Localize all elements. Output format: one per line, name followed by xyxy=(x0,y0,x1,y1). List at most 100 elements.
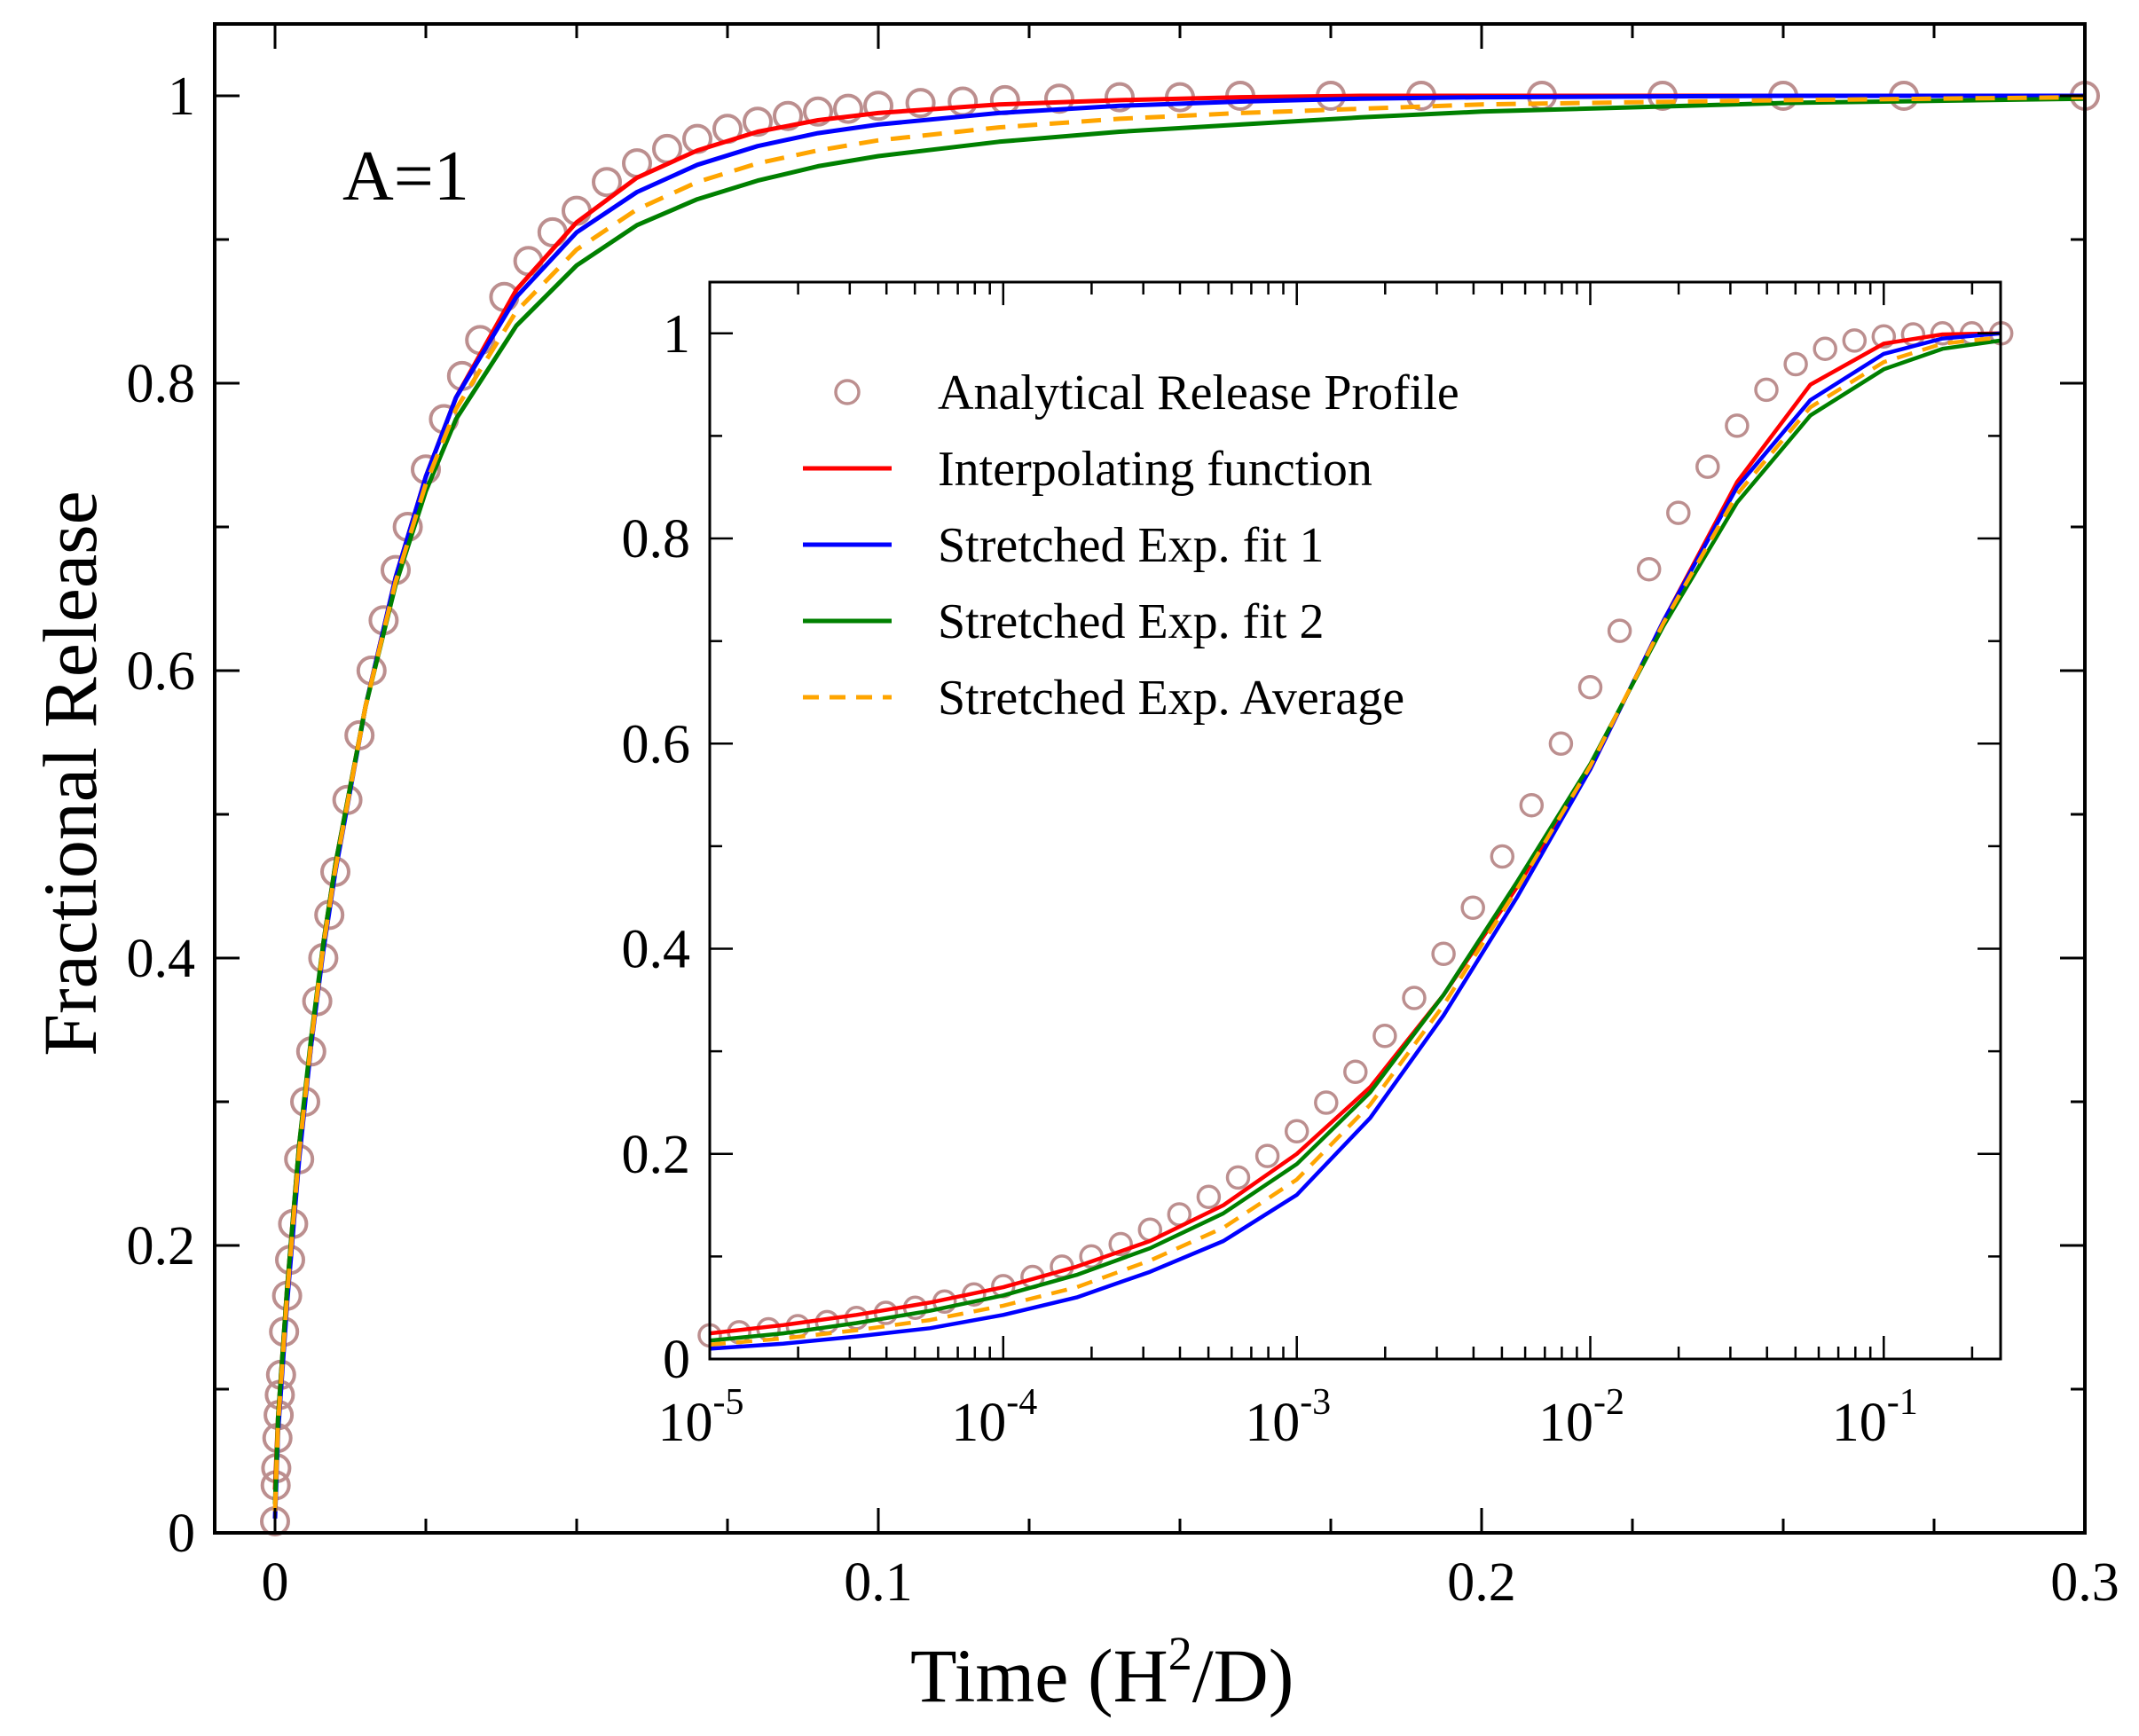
inset-analytical-marker xyxy=(1225,1165,1251,1190)
main-analytical-marker xyxy=(513,246,544,277)
main-tick-labels: 0 0.1 0.2 0.3 0 0.2 0.4 0.6 0.8 1 xyxy=(127,67,2119,1613)
main-y-tick-label: 0.6 xyxy=(127,641,196,702)
inset-plot: 10-5 10-4 10-3 10-2 10-100.20.40.60.81 Analy… xyxy=(622,280,2014,1453)
main-analytical-marker xyxy=(1105,82,1135,113)
inset-analytical-marker xyxy=(1402,986,1427,1010)
inset-analytical-marker xyxy=(1725,413,1750,438)
inset-y-tick-label: 0.6 xyxy=(622,714,691,774)
inset-x-tick-label-exponent: -1 xyxy=(1887,1382,1918,1423)
inset-x-tick-label-exponent: -5 xyxy=(713,1382,744,1423)
main-analytical-marker xyxy=(773,100,803,131)
legend-swatch-analytical xyxy=(834,379,861,405)
inset-x-tick-label-exponent: -2 xyxy=(1593,1382,1624,1423)
main-analytical-marker xyxy=(743,106,773,137)
main-analytical-marker xyxy=(803,96,833,127)
main-y-tick-label: 0.2 xyxy=(127,1216,196,1276)
inset-y-tick-label: 0 xyxy=(663,1330,690,1390)
legend-label-fit1: Stretched Exp. fit 1 xyxy=(938,518,1324,573)
inset-x-tick-label-base: 10 xyxy=(951,1393,1006,1453)
main-analytical-marker xyxy=(863,90,893,122)
inset-analytical-marker xyxy=(1813,336,1837,361)
x-axis-title-tail: /D) xyxy=(1192,1633,1294,1718)
inset-analytical-marker xyxy=(1284,1119,1309,1144)
main-frame xyxy=(213,22,2087,1535)
main-analytical-marker xyxy=(1044,83,1074,114)
inset-analytical-marker xyxy=(1577,674,1603,700)
inset-analytical-marker xyxy=(1695,454,1720,479)
inset-analytical-marker xyxy=(1343,1059,1368,1085)
main-y-tick-label: 1 xyxy=(168,67,195,127)
inset-x-tick-label-base: 10 xyxy=(658,1393,713,1453)
inset-analytical-marker xyxy=(1431,941,1456,967)
inset-analytical-marker xyxy=(1314,1090,1339,1115)
main-x-tick-label: 0.3 xyxy=(2050,1552,2119,1613)
main-y-tick-label: 0.8 xyxy=(127,354,196,414)
inset-y-tick-label: 1 xyxy=(663,304,690,365)
inset-x-tick-label-exponent: -3 xyxy=(1300,1382,1331,1423)
legend-entry-fit2: Stretched Exp. fit 2 xyxy=(803,594,1324,649)
legend-label-analytical: Analytical Release Profile xyxy=(938,365,1459,420)
inset-analytical-marker xyxy=(1636,556,1662,582)
inset-analytical-marker xyxy=(1519,792,1545,818)
main-fit-lines xyxy=(272,93,2086,1519)
y-axis-title: Fractional Release xyxy=(28,491,113,1057)
inset-x-tick-label: 10-2 xyxy=(1538,1382,1624,1453)
inset-frame xyxy=(708,280,2002,1361)
inset-line-fit1 xyxy=(709,331,2001,1351)
inset-analytical-marker xyxy=(1108,1231,1133,1257)
inset-y-tick-label: 0.4 xyxy=(622,920,691,980)
inset-y-tick-label: 0.8 xyxy=(622,509,691,570)
inset-analytical-markers xyxy=(697,321,2014,1348)
annotation-a-equals-1: A=1 xyxy=(342,137,469,216)
main-analytical-marker xyxy=(948,86,979,117)
inset-ticks xyxy=(708,282,2001,1361)
legend-label-interpolating: Interpolating function xyxy=(938,442,1372,497)
inset-analytical-marker xyxy=(1871,324,1897,350)
legend-label-fit2: Stretched Exp. fit 2 xyxy=(938,594,1324,649)
legend-entry-interpolating: Interpolating function xyxy=(803,442,1372,497)
x-axis-title-superscript: 2 xyxy=(1168,1627,1192,1680)
legend-label-average: Stretched Exp. Average xyxy=(938,671,1404,726)
inset-background xyxy=(710,282,2001,1359)
main-plot: 0 0.1 0.2 0.3 0 0.2 0.4 0.6 0.8 1 A=1 Fractional … xyxy=(28,22,2119,1718)
inset-analytical-marker xyxy=(1372,1024,1397,1049)
inset-x-tick-label-base: 10 xyxy=(1832,1393,1887,1453)
main-line-average xyxy=(272,95,2086,1512)
inset-analytical-marker xyxy=(1254,1143,1280,1168)
inset-x-tick-label: 10-4 xyxy=(951,1382,1037,1453)
inset-x-tick-label-base: 10 xyxy=(1538,1393,1593,1453)
main-x-tick-label: 0.1 xyxy=(844,1552,913,1613)
inset-analytical-marker xyxy=(1783,351,1808,377)
legend-entry-analytical: Analytical Release Profile xyxy=(834,365,1459,420)
legend-entry-fit1: Stretched Exp. fit 1 xyxy=(803,518,1324,573)
inset-x-tick-label-exponent: -4 xyxy=(1006,1382,1037,1423)
inset-analytical-marker xyxy=(1548,731,1574,757)
inset-analytical-marker xyxy=(1460,895,1485,921)
main-analytical-marker xyxy=(905,88,936,119)
main-x-tick-label: 0 xyxy=(262,1552,289,1613)
inset-line-interpolating xyxy=(709,331,2001,1336)
inset-analytical-marker xyxy=(1607,618,1632,643)
inset-tick-labels: 10-5 10-4 10-3 10-2 10-100.20.40.60.81 xyxy=(622,304,1918,1453)
x-axis-title-base: Time (H xyxy=(910,1633,1168,1718)
inset-analytical-marker xyxy=(1490,844,1515,869)
x-axis-title: Time (H2/D) xyxy=(910,1627,1294,1718)
inset-analytical-marker xyxy=(1842,328,1868,353)
main-analytical-marker xyxy=(592,167,622,198)
inset-y-tick-label: 0.2 xyxy=(622,1125,691,1185)
inset-analytical-marker xyxy=(1754,377,1779,403)
inset-x-tick-label-base: 10 xyxy=(1245,1393,1300,1453)
inset-analytical-marker xyxy=(1666,500,1691,525)
main-analytical-marker xyxy=(833,93,863,124)
main-analytical-marker xyxy=(989,84,1020,115)
inset-x-tick-label: 10-1 xyxy=(1832,1382,1918,1453)
inset-line-average xyxy=(709,335,2001,1347)
main-y-tick-label: 0.4 xyxy=(127,929,196,989)
main-y-tick-label: 0 xyxy=(168,1504,195,1564)
inset-analytical-marker xyxy=(1196,1184,1222,1210)
inset-x-tick-label: 10-5 xyxy=(658,1382,744,1453)
inset-x-tick-label: 10-3 xyxy=(1245,1382,1331,1453)
main-x-tick-label: 0.2 xyxy=(1447,1552,1516,1613)
inset-line-fit2 xyxy=(709,338,2001,1343)
